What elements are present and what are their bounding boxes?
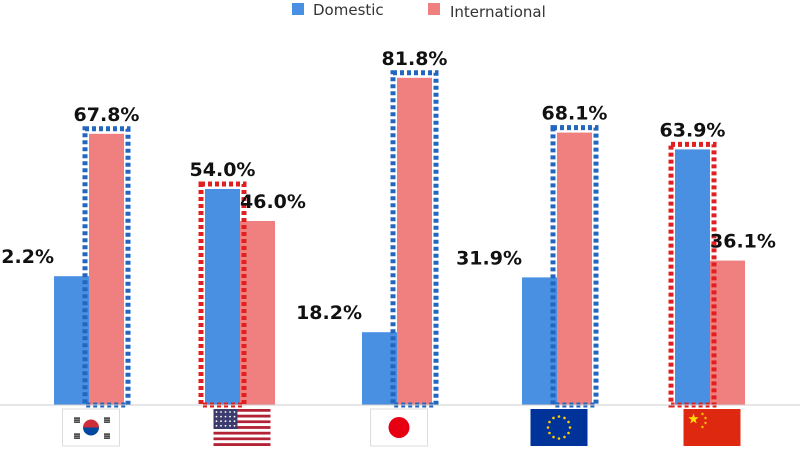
data-label-international-south-korea: 67.8% — [74, 104, 140, 126]
data-label-domestic-south-korea: 32.2% — [0, 246, 54, 268]
data-label-domestic-european-union: 31.9% — [456, 247, 522, 269]
bars-group — [54, 77, 745, 406]
dominant-outline-european-union — [550, 125, 599, 408]
bar-international-south-korea — [89, 133, 124, 406]
bar-domestic-united-states — [205, 189, 240, 405]
legend-label-domestic: Domestic — [313, 1, 384, 19]
flag-japan-icon — [370, 408, 428, 447]
flag-south-korea-icon — [62, 408, 120, 447]
legend-swatch-international — [428, 3, 440, 15]
bar-international-european-union — [557, 132, 592, 405]
bar-international-japan — [397, 77, 432, 406]
data-label-international-european-union: 68.1% — [542, 103, 608, 125]
flags-group — [62, 408, 741, 447]
flag-china-icon — [683, 409, 741, 446]
data-label-domestic-japan: 18.2% — [296, 302, 362, 324]
data-label-international-united-states: 46.0% — [240, 191, 306, 213]
data-label-domestic-united-states: 54.0% — [190, 159, 256, 181]
bar-domestic-china — [675, 149, 710, 405]
data-labels-group: 32.2% 67.8% 54.0% 46.0% 18.2% 81.8% 31.9% 68.1%… — [0, 48, 776, 324]
legend-label-international: International — [450, 3, 546, 21]
dominant-outline-united-states — [198, 181, 247, 408]
legend-swatch-domestic — [292, 3, 304, 15]
data-label-international-china: 36.1% — [710, 231, 776, 253]
dominant-outline-south-korea — [82, 126, 131, 408]
flag-european-union-icon — [530, 409, 588, 446]
legend: Domestic International — [292, 1, 546, 21]
data-label-domestic-china: 63.9% — [660, 119, 726, 141]
data-label-international-japan: 81.8% — [382, 48, 448, 70]
dominant-outline-japan — [390, 70, 439, 408]
flag-united-states-icon — [213, 409, 271, 446]
